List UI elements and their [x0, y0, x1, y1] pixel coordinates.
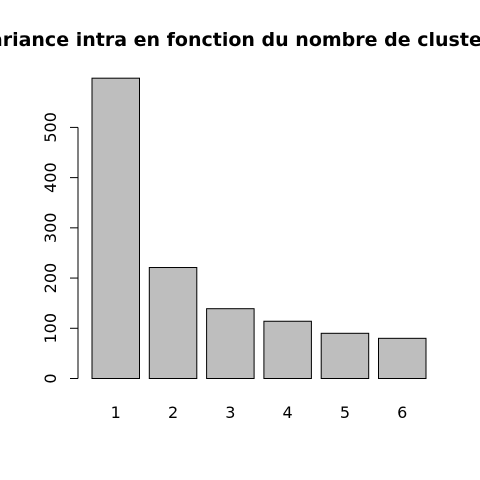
bar-5 [320, 332, 370, 379]
x-tick-label: 4 [283, 403, 293, 422]
x-tick-label: 6 [397, 403, 407, 422]
x-tick-label: 5 [340, 403, 350, 422]
y-tick-label: 200 [41, 263, 60, 294]
x-tick-label: 2 [168, 403, 178, 422]
bar-1 [91, 77, 140, 380]
y-tick-label: 500 [41, 112, 60, 143]
chart-title: variance intra en fonction du nombre de … [0, 29, 480, 51]
x-tick-label: 1 [111, 403, 121, 422]
x-tick-label: 3 [225, 403, 235, 422]
bar-2 [148, 267, 198, 379]
x-tick-labels: 1 2 3 4 5 6 [111, 403, 408, 422]
bar-6 [378, 337, 427, 380]
y-tick-label: 100 [41, 313, 60, 344]
bar-3 [206, 308, 255, 380]
y-tick-label: 300 [41, 213, 60, 244]
y-tick-label: 0 [41, 373, 60, 383]
y-axis: 0 100 200 300 400 500 [41, 112, 79, 384]
y-tick-label: 400 [41, 162, 60, 193]
bar-4 [263, 320, 312, 380]
bars-group [91, 77, 427, 380]
